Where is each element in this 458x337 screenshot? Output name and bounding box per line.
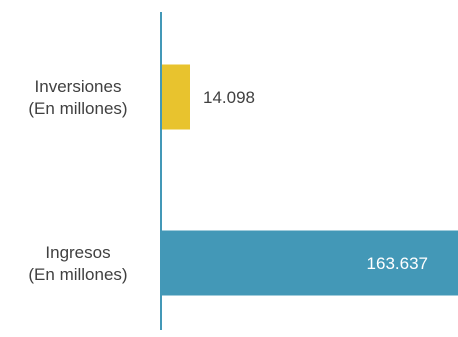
category-label-0: Inversiones (En millones) bbox=[28, 77, 127, 118]
bars-group bbox=[162, 64, 458, 296]
category-label-line: Ingresos bbox=[45, 243, 110, 262]
category-label-line: (En millones) bbox=[28, 99, 127, 118]
labels-group: Inversiones (En millones) 14.098 Ingresos (E… bbox=[28, 77, 428, 284]
category-label-line: (En millones) bbox=[28, 265, 127, 284]
data-label-1: 163.637 bbox=[367, 254, 428, 273]
data-label-0: 14.098 bbox=[203, 88, 255, 107]
category-label-line: Inversiones bbox=[35, 77, 122, 96]
bar-1 bbox=[162, 230, 458, 296]
bar-0 bbox=[162, 64, 190, 130]
category-label-1: Ingresos (En millones) bbox=[28, 243, 127, 284]
